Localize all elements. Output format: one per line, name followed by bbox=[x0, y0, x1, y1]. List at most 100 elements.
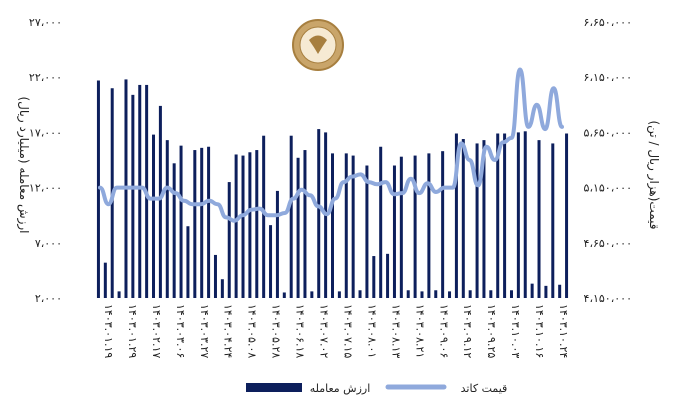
x-tick-label: ۱۴۰۳.۰۱.۲۹ bbox=[126, 304, 139, 358]
x-tick-label: ۱۴۰۳.۰۸.۲۱ bbox=[413, 304, 426, 358]
bar bbox=[558, 284, 562, 298]
bar bbox=[255, 150, 259, 298]
bar bbox=[117, 291, 121, 298]
bar bbox=[289, 135, 293, 298]
line-series bbox=[98, 67, 564, 223]
bar bbox=[516, 132, 520, 298]
bar bbox=[351, 155, 355, 298]
bar bbox=[193, 150, 197, 298]
bar bbox=[365, 165, 369, 298]
bar bbox=[131, 94, 135, 298]
left-tick-label: ۱۷،۰۰۰ bbox=[29, 126, 62, 139]
bar bbox=[399, 156, 403, 298]
bar bbox=[461, 139, 465, 298]
bar bbox=[186, 226, 190, 298]
x-tick-label: ۱۴۰۳.۰۸.۱۳ bbox=[389, 304, 402, 358]
bar bbox=[96, 80, 100, 298]
bar bbox=[317, 129, 321, 298]
bar bbox=[165, 140, 169, 298]
bar bbox=[468, 290, 472, 298]
bar bbox=[227, 182, 231, 298]
bar bbox=[158, 105, 162, 299]
company-logo bbox=[292, 19, 344, 71]
right-axis-ticks: ۶،۶۵۰،۰۰۰ ۶،۱۵۰،۰۰۰ ۵،۶۵۰،۰۰۰ ۵،۱۵۰،۰۰۰ ۴،۶۵… bbox=[584, 16, 632, 305]
right-tick-label: ۴،۱۵۰،۰۰۰ bbox=[584, 292, 632, 305]
x-tick-label: ۱۴۰۳.۰۵.۰۸ bbox=[246, 304, 259, 358]
x-tick-label: ۱۴۰۳.۱۰.۰۳ bbox=[509, 304, 522, 358]
bar bbox=[565, 133, 569, 298]
bar bbox=[530, 283, 534, 298]
bar bbox=[172, 163, 176, 298]
x-tick-label: ۱۴۰۳.۰۶.۱۸ bbox=[294, 304, 307, 358]
bar bbox=[509, 290, 513, 298]
line-path bbox=[98, 67, 564, 223]
bar bbox=[138, 84, 142, 299]
bar bbox=[358, 290, 362, 298]
left-tick-label: ۲۷،۰۰۰ bbox=[29, 16, 62, 29]
bar bbox=[544, 285, 548, 298]
bar bbox=[282, 292, 286, 298]
bar bbox=[310, 291, 314, 298]
bar bbox=[475, 143, 479, 298]
x-tick-label: ۱۴۰۳.۰۹.۱۲ bbox=[461, 304, 474, 358]
bar bbox=[234, 154, 238, 298]
bar bbox=[392, 165, 396, 298]
bar bbox=[152, 134, 156, 298]
right-tick-label: ۵،۱۵۰،۰۰۰ bbox=[584, 182, 632, 195]
bar bbox=[269, 225, 273, 298]
bar bbox=[296, 157, 300, 298]
bar bbox=[503, 133, 507, 298]
legend-label-line: قیمت کاتد bbox=[461, 382, 508, 395]
bar bbox=[427, 153, 431, 298]
x-tick-label: ۱۴۰۳.۰۲.۱۷ bbox=[150, 304, 163, 358]
bar bbox=[523, 131, 527, 298]
left-axis-ticks: ۲۷،۰۰۰ ۲۲،۰۰۰ ۱۷،۰۰۰ ۱۲،۰۰۰ ۷،۰۰۰ ۲،۰۰۰ bbox=[29, 16, 62, 305]
bar bbox=[420, 291, 424, 298]
left-tick-label: ۲۲،۰۰۰ bbox=[29, 71, 62, 84]
bar bbox=[406, 290, 410, 298]
bar bbox=[482, 140, 486, 298]
right-tick-label: ۶،۶۵۰،۰۰۰ bbox=[584, 16, 632, 29]
x-tick-label: ۱۴۰۳.۰۱.۱۹ bbox=[102, 304, 115, 358]
x-tick-label: ۱۴۰۳.۰۴.۲۴ bbox=[222, 304, 235, 358]
bar bbox=[372, 256, 376, 298]
bar-series bbox=[96, 79, 569, 299]
bar bbox=[551, 143, 555, 298]
left-axis-title: ارزش معامله (میلیارد ریال) bbox=[16, 96, 31, 233]
bar bbox=[331, 153, 334, 298]
bar bbox=[179, 145, 183, 298]
legend-swatch-bar bbox=[246, 383, 302, 392]
x-tick-label: ۱۴۰۳.۰۷.۱۵ bbox=[342, 304, 355, 358]
x-tick-label: ۱۴۰۳.۰۸.۰۱ bbox=[365, 304, 378, 358]
right-tick-label: ۵،۶۵۰،۰۰۰ bbox=[584, 126, 632, 139]
x-tick-label: ۱۴۰۳.۰۳.۰۶ bbox=[174, 304, 187, 358]
x-tick-label: ۱۴۰۳.۱۰.۱۶ bbox=[533, 304, 546, 358]
bar bbox=[207, 146, 211, 298]
x-tick-label: ۱۴۰۳.۰۳.۲۷ bbox=[198, 304, 211, 358]
bar bbox=[337, 291, 341, 298]
bar bbox=[434, 290, 438, 298]
logo-emblem bbox=[309, 35, 327, 54]
right-tick-label: ۴،۶۵۰،۰۰۰ bbox=[584, 237, 632, 250]
legend: ارزش معامله قیمت کاتد bbox=[246, 382, 507, 395]
right-axis-title: قیمت(هزار ریال / تن) bbox=[646, 121, 661, 230]
bar bbox=[248, 152, 252, 298]
bar bbox=[537, 140, 541, 298]
bar bbox=[448, 291, 452, 298]
bar bbox=[454, 133, 458, 298]
left-tick-label: ۷،۰۰۰ bbox=[35, 237, 62, 250]
bar bbox=[303, 150, 307, 298]
x-tick-label: ۱۴۰۳.۰۵.۲۸ bbox=[270, 304, 283, 358]
bar bbox=[441, 151, 445, 298]
bar bbox=[386, 253, 390, 298]
left-tick-label: ۱۲،۰۰۰ bbox=[29, 182, 62, 195]
x-axis-ticks: ۱۴۰۳.۰۱.۱۹ ۱۴۰۳.۰۱.۲۹ ۱۴۰۳.۰۲.۱۷ ۱۴۰۳.۰۳.۰۶… bbox=[102, 304, 570, 358]
x-tick-label: ۱۴۰۳.۰۹.۲۵ bbox=[485, 304, 498, 358]
bar bbox=[213, 254, 217, 298]
left-tick-label: ۲،۰۰۰ bbox=[35, 292, 62, 305]
bar bbox=[200, 147, 204, 298]
bar bbox=[103, 262, 107, 298]
bar bbox=[262, 135, 266, 298]
bar bbox=[496, 133, 500, 298]
